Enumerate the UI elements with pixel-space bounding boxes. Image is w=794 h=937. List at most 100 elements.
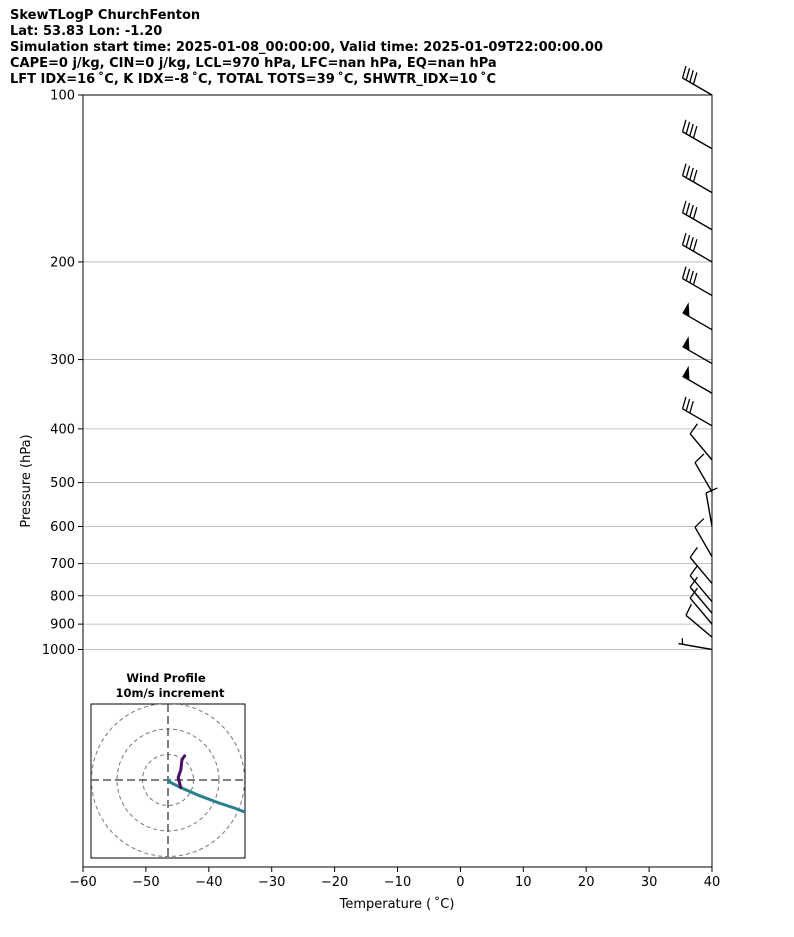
barb-staff [694, 462, 713, 493]
wind-barb [685, 603, 713, 638]
barb-flag [685, 268, 691, 281]
barb-flag [689, 123, 694, 137]
wind-barb [689, 587, 713, 625]
barb-flag [681, 266, 687, 279]
barb-flag [694, 518, 705, 528]
y-axis-label: Pressure (hPa) [19, 434, 34, 527]
barb-flag [689, 400, 694, 414]
x-tick-label: 40 [704, 875, 721, 890]
cape-line: CAPE=0 j/kg, CIN=0 j/kg, LCL=970 hPa, LF… [10, 56, 497, 71]
barb-staff [689, 597, 713, 625]
y-tick-label: 700 [50, 557, 75, 572]
location-line: Lat: 53.83 Lon: -1.20 [10, 24, 163, 39]
barb-flag [685, 398, 691, 412]
wind-barb [694, 453, 713, 493]
y-tick-label: 500 [50, 476, 75, 491]
hodograph-trace-low [166, 778, 245, 814]
wind-barb [682, 302, 713, 331]
wind-barb [681, 65, 713, 96]
barb-flag [689, 270, 694, 283]
barb-flag [685, 603, 692, 616]
wind-barbs [678, 65, 718, 651]
wind-barb [705, 487, 718, 527]
wind-barb [681, 163, 713, 194]
x-tick-label: 10 [515, 875, 532, 890]
y-tick-label: 100 [50, 89, 75, 104]
barb-flag [685, 202, 691, 216]
wind-barb [678, 638, 713, 651]
x-tick-label: −60 [69, 875, 96, 890]
axes: −60 −50 −40 −30 −20 −10 0 10 20 30 40 100 200 300 400 5… [42, 89, 720, 891]
barb-flag [689, 565, 698, 577]
wind-barb [694, 518, 713, 557]
barb-flag [681, 200, 687, 213]
x-tick-label: −20 [321, 875, 348, 890]
barb-pennant [682, 365, 690, 381]
barb-flag [689, 237, 694, 250]
barb-flag [692, 239, 698, 252]
y-tick-label: 1000 [42, 643, 75, 658]
x-tick-label: 30 [641, 875, 658, 890]
y-tick-label: 900 [50, 618, 75, 633]
index-line: LFT IDX=16 ˚C, K IDX=-8 ˚C, TOTAL TOTS=3… [10, 72, 497, 87]
barb-staff [689, 575, 713, 603]
wind-barb [681, 266, 713, 297]
wind-barb [689, 565, 713, 603]
barb-staff [685, 614, 713, 638]
barb-flag [681, 119, 687, 132]
hodograph-title: Wind Profile [126, 671, 206, 685]
wind-barb [682, 336, 713, 365]
wind-barb [682, 365, 713, 394]
barb-flag [692, 272, 698, 286]
barb-staff [682, 131, 713, 150]
barb-flag [689, 576, 698, 588]
wind-barb [689, 546, 713, 584]
barb-flag [689, 204, 694, 218]
y-tick-label: 200 [50, 255, 75, 270]
barb-flag [689, 546, 698, 558]
wind-barb [689, 576, 713, 614]
barb-flag [689, 70, 694, 83]
barb-flag [681, 65, 687, 79]
barb-pennant [682, 336, 690, 351]
x-tick-label: 20 [578, 875, 595, 890]
barb-flag [689, 587, 698, 599]
barb-staff [682, 408, 713, 427]
barb-flag [689, 423, 698, 435]
barb-pennant [682, 302, 690, 317]
barb-staff [682, 312, 713, 331]
barb-flag [694, 453, 705, 464]
barb-staff [682, 175, 713, 194]
wind-barb [681, 119, 713, 150]
barb-flag [685, 121, 691, 135]
barb-staff [689, 556, 713, 584]
y-tick-label: 400 [50, 422, 75, 437]
barb-flag [692, 125, 698, 139]
x-axis-label: Temperature ( ˚C) [339, 896, 455, 912]
barb-staff [682, 277, 713, 297]
barb-flag [692, 206, 698, 220]
barb-staff [689, 586, 713, 614]
x-tick-label: −40 [195, 875, 222, 890]
barb-flag [681, 232, 687, 246]
gridlines [83, 95, 712, 650]
wind-barb [681, 232, 713, 263]
barb-flag [692, 169, 698, 183]
chart-title: SkewTLogP ChurchFenton [10, 8, 201, 23]
chart-header: SkewTLogP ChurchFenton Lat: 53.83 Lon: -… [10, 8, 790, 88]
barb-staff [689, 433, 713, 461]
barb-flag [705, 487, 718, 494]
wind-barb [681, 200, 713, 231]
hodograph-trace-upper [176, 754, 187, 790]
barb-flag [681, 396, 687, 409]
barb-flag [681, 163, 687, 176]
barb-staff [694, 526, 713, 557]
barb-flag [685, 68, 691, 81]
barb-staff [682, 77, 713, 96]
y-tick-label: 300 [50, 353, 75, 368]
hodograph-subtitle: 10m/s increment [116, 686, 225, 700]
barb-flag [685, 234, 691, 248]
barb-flag [692, 72, 698, 85]
barb-staff [682, 345, 713, 365]
